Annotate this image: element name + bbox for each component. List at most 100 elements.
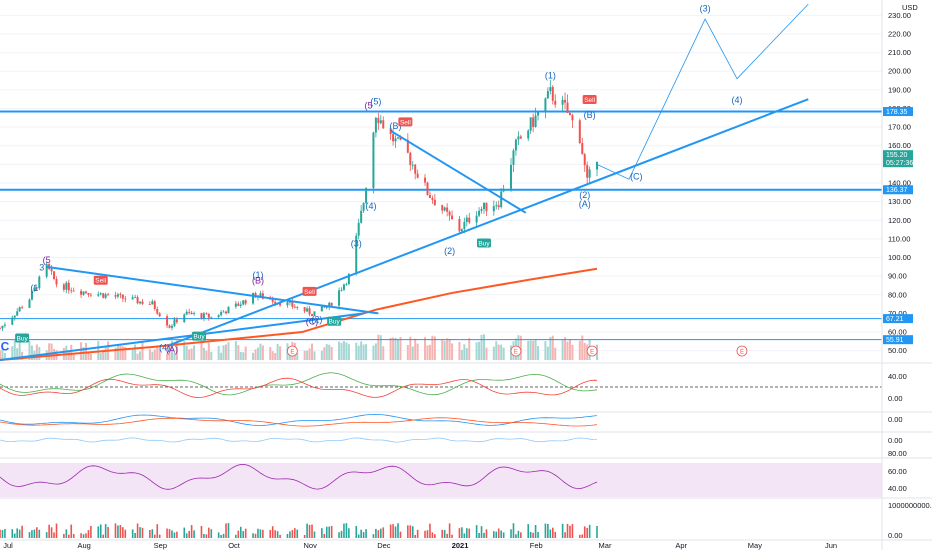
candle-body: [394, 138, 397, 142]
candle-body: [210, 316, 213, 318]
signal-tag-box: [15, 333, 30, 343]
volume-bar: [121, 346, 124, 360]
volume-bar: [11, 346, 14, 360]
ema-line: [0, 267, 598, 361]
time-tick-label: Mar: [599, 541, 612, 550]
candle-body: [532, 117, 535, 127]
candle-body: [121, 294, 124, 299]
wave-label: (2): [311, 315, 322, 325]
lower-volume-bar: [269, 529, 272, 538]
volume-bar: [451, 343, 454, 360]
lower-volume-bar: [434, 534, 436, 538]
trendline: [0, 312, 364, 361]
candle-body: [495, 205, 498, 207]
signal-tag-box: [327, 316, 342, 326]
candle-body: [139, 301, 142, 304]
candle-body: [222, 311, 225, 313]
lower-volume-bar: [534, 525, 537, 538]
volume-bar: [338, 341, 341, 360]
time-axis: Jul Aug Sep Oct Nov Dec 2021 Feb Mar Apr May Jun: [0, 539, 932, 550]
candle-body: [286, 302, 289, 306]
candle-body: [330, 302, 333, 306]
lower-volume-bar: [581, 534, 584, 538]
lower-volume-bar: [18, 529, 21, 538]
volume-bar: [116, 344, 119, 360]
lower-volume-bar: [208, 527, 210, 538]
lower-volume-bar: [458, 528, 461, 538]
lower-volume-bar: [217, 532, 220, 538]
volume-bar: [568, 339, 571, 360]
candle-body: [107, 294, 110, 296]
volume-bar: [188, 349, 191, 360]
candle-body: [443, 207, 446, 211]
volume-bar: [0, 350, 1, 360]
candle-body: [33, 287, 36, 292]
wave-label: (B): [584, 110, 596, 120]
subpane-tick-label: 0.00: [888, 394, 903, 403]
volume-bar: [502, 347, 505, 360]
volume-bar: [446, 338, 449, 360]
volume-bar: [30, 345, 33, 360]
volume-bar: [519, 335, 522, 360]
volume-bar: [320, 350, 323, 360]
price-label-text: 67.21: [886, 316, 904, 323]
lower-volume-bar: [407, 525, 409, 538]
price-tick-label: 200.00: [888, 67, 911, 76]
lower-volume-bar: [512, 523, 515, 538]
lower-volume-bar: [306, 523, 308, 538]
price-label-text: 178.35: [886, 109, 908, 116]
time-tick-label: Feb: [530, 541, 543, 550]
volume-bar: [136, 353, 139, 360]
lower-volume-bar: [222, 533, 225, 538]
candle-body: [102, 293, 105, 298]
subpane-tick-label: 40.00: [888, 484, 907, 493]
lower-volume-bar: [465, 528, 468, 538]
lower-volume-bar: [50, 527, 53, 538]
lower-volume-bar: [166, 528, 168, 538]
volume-bar: [193, 345, 196, 360]
lower-volume-bar: [55, 523, 58, 538]
candle-body: [529, 117, 532, 131]
volume-bar: [148, 349, 151, 360]
candle-body: [21, 307, 24, 309]
osc-line-green: [0, 372, 598, 396]
lower-volume-bar: [547, 523, 549, 538]
volume-bar: [87, 352, 90, 360]
wave-label: (B): [252, 276, 264, 286]
volume-bar: [566, 341, 569, 360]
volume-bar: [13, 340, 16, 360]
lower-volume-bar: [372, 534, 375, 538]
candle-body: [271, 299, 274, 302]
candle-body: [116, 294, 119, 297]
price-label-box: [883, 314, 913, 324]
lower-volume-bar: [527, 524, 530, 538]
candle-body: [485, 202, 488, 212]
lower-volume-bar: [446, 533, 448, 538]
candle-body: [234, 303, 237, 307]
volume-bar: [153, 349, 156, 360]
lower-volume-bar: [33, 529, 36, 538]
candle-body: [566, 102, 569, 113]
candle-body: [291, 301, 294, 307]
candle-body: [156, 309, 159, 314]
lower-volume-bar: [239, 526, 242, 538]
sub-panes: [0, 362, 932, 499]
wave-label: (5): [370, 97, 381, 107]
volume-bar: [480, 334, 483, 360]
candle-body: [53, 271, 56, 279]
price-tick-label: 90.00: [888, 272, 907, 281]
volume-bar: [497, 344, 500, 360]
candle-body: [16, 311, 19, 316]
lower-volume-bar: [227, 523, 230, 538]
lower-volume-bar: [596, 525, 598, 538]
candle-body: [303, 307, 306, 312]
volume-bar: [170, 340, 173, 360]
lower-volume-bar: [564, 532, 566, 538]
lower-volume-bar: [520, 532, 522, 538]
lower-volume-bar: [313, 531, 316, 538]
candle-body: [313, 311, 316, 317]
candle-body: [136, 297, 139, 304]
lower-volume-bar: [220, 534, 222, 538]
lower-volume-bar: [586, 527, 588, 538]
